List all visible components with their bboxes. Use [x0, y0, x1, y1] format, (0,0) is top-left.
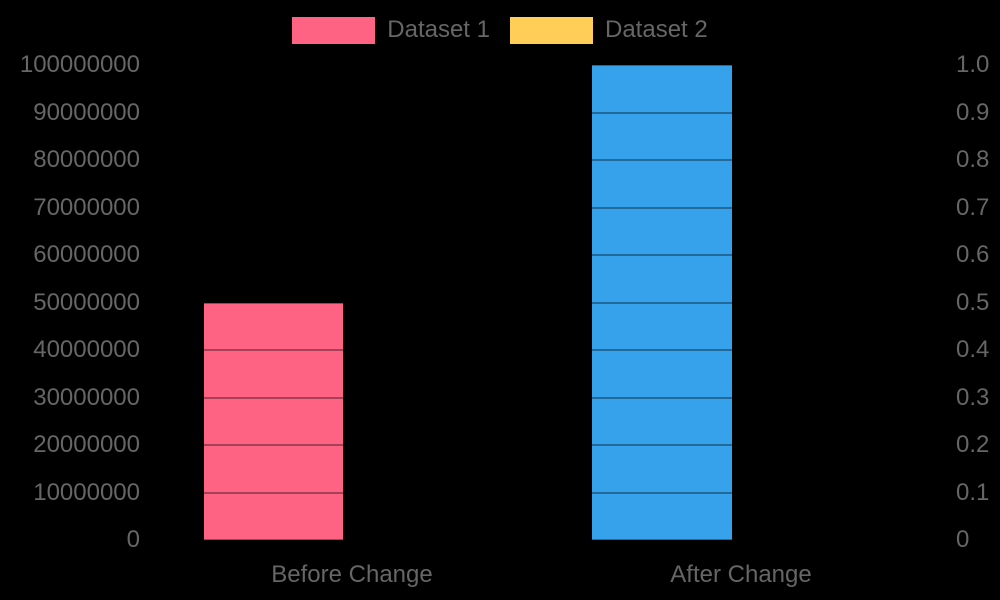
gridline	[155, 539, 940, 541]
legend-label-dataset-1: Dataset 1	[387, 16, 490, 43]
gridline	[155, 159, 940, 161]
gridline	[155, 491, 940, 494]
left-axis-tick-label: 20000000	[33, 431, 140, 458]
gridline	[155, 396, 940, 399]
gridline	[155, 206, 940, 209]
left-axis-tick-label: 30000000	[33, 383, 140, 411]
legend: Dataset 1 Dataset 2	[0, 16, 1000, 44]
left-axis-tick-label: 0	[126, 526, 140, 553]
bar-before-change[interactable]	[204, 302, 343, 540]
gridline	[155, 64, 940, 66]
legend-label-dataset-2: Dataset 2	[605, 16, 708, 43]
legend-item-dataset-1[interactable]: Dataset 1	[292, 16, 490, 44]
legend-item-dataset-2[interactable]: Dataset 2	[510, 16, 708, 44]
right-axis-tick-label: 0.8	[956, 146, 990, 173]
x-axis-label-after-change: After Change	[670, 561, 812, 588]
gridline	[155, 254, 940, 256]
right-axis-tick-label: 0.9	[956, 98, 990, 126]
legend-swatch-dataset-2	[510, 16, 593, 44]
left-axis-tick-label: 40000000	[33, 336, 140, 363]
bar-after-change[interactable]	[592, 65, 732, 540]
gridline	[155, 349, 940, 351]
gridline	[155, 301, 940, 304]
right-axis-tick-label: 0.1	[956, 478, 990, 506]
right-axis-tick-label: 0.3	[956, 383, 990, 411]
right-axis-tick-label: 0.5	[956, 288, 990, 316]
right-axis-tick-label: 0.2	[956, 431, 990, 458]
left-axis-tick-label: 50000000	[33, 288, 140, 316]
right-axis-tick-label: 0.4	[956, 336, 990, 363]
right-axis-tick-label: 0.6	[956, 241, 990, 268]
legend-swatch-dataset-1	[292, 16, 376, 44]
left-axis-tick-label: 60000000	[33, 241, 140, 268]
left-axis-tick-label: 70000000	[33, 193, 140, 221]
gridline	[155, 111, 940, 114]
left-axis-tick-label: 90000000	[33, 98, 140, 126]
right-axis-tick-label: 1.0	[956, 51, 990, 78]
x-axis-label-before-change: Before Change	[271, 561, 433, 588]
right-axis-tick-label: 0.7	[956, 193, 990, 221]
left-axis-tick-label: 80000000	[33, 146, 140, 173]
left-axis-tick-label: 10000000	[33, 478, 140, 506]
left-axis-tick-label: 100000000	[19, 51, 140, 78]
right-axis-tick-label: 0	[956, 526, 970, 553]
gridline	[155, 444, 940, 446]
